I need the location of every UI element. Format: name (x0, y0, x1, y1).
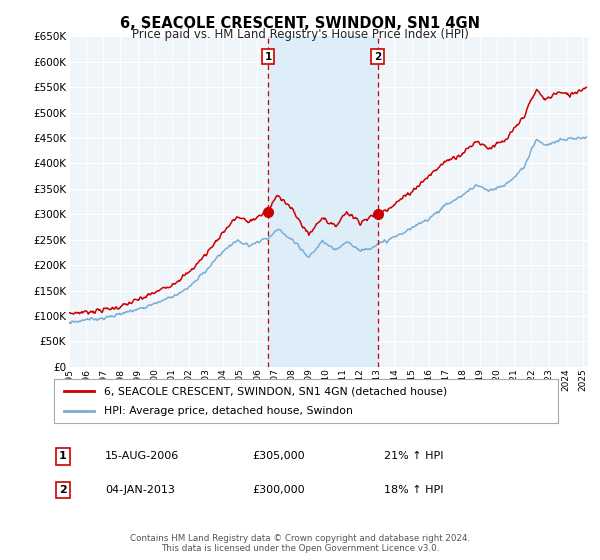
Text: £300,000: £300,000 (252, 485, 305, 495)
Text: 1: 1 (59, 451, 67, 461)
Text: 04-JAN-2013: 04-JAN-2013 (105, 485, 175, 495)
Text: 21% ↑ HPI: 21% ↑ HPI (384, 451, 443, 461)
Text: HPI: Average price, detached house, Swindon: HPI: Average price, detached house, Swin… (104, 405, 353, 416)
Text: Price paid vs. HM Land Registry's House Price Index (HPI): Price paid vs. HM Land Registry's House … (131, 28, 469, 41)
Text: 18% ↑ HPI: 18% ↑ HPI (384, 485, 443, 495)
Text: 15-AUG-2006: 15-AUG-2006 (105, 451, 179, 461)
Text: 6, SEACOLE CRESCENT, SWINDON, SN1 4GN: 6, SEACOLE CRESCENT, SWINDON, SN1 4GN (120, 16, 480, 31)
Text: £305,000: £305,000 (252, 451, 305, 461)
Text: 1: 1 (265, 52, 272, 62)
Bar (268, 36, 377, 367)
Text: Contains HM Land Registry data © Crown copyright and database right 2024.
This d: Contains HM Land Registry data © Crown c… (130, 534, 470, 553)
Text: 2: 2 (374, 52, 381, 62)
Text: 6, SEACOLE CRESCENT, SWINDON, SN1 4GN (detached house): 6, SEACOLE CRESCENT, SWINDON, SN1 4GN (d… (104, 386, 448, 396)
Text: 2: 2 (59, 485, 67, 495)
